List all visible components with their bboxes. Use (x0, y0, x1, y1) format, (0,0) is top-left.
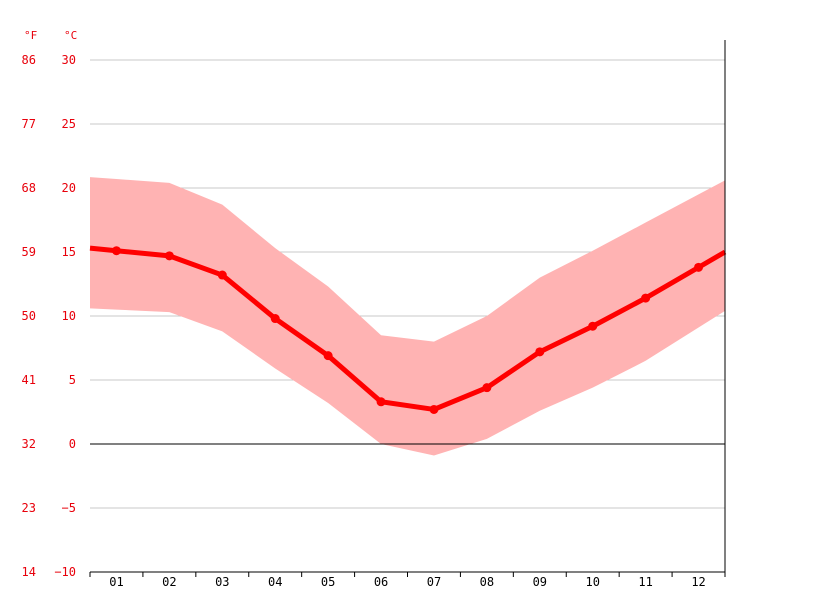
data-point (429, 404, 439, 414)
y-tick-label-celsius: −10 (54, 565, 76, 579)
y-ticks-fahrenheit: 86 77 68 59 50 41 32 23 14 (22, 53, 36, 579)
y-tick-label-celsius: 15 (62, 245, 76, 259)
y-tick-label-fahrenheit: 41 (22, 373, 36, 387)
y-tick-label-fahrenheit: 50 (22, 309, 36, 323)
data-point (164, 251, 174, 261)
x-tick-label: 07 (427, 575, 441, 589)
data-point (482, 383, 492, 393)
data-point (694, 262, 704, 272)
range-band (90, 177, 725, 456)
y-tick-label-celsius: 25 (62, 117, 76, 131)
y-tick-label-fahrenheit: 86 (22, 53, 36, 67)
y-tick-label-celsius: −5 (62, 501, 76, 515)
x-tick-label: 05 (321, 575, 335, 589)
x-tick-label: 09 (533, 575, 547, 589)
y-tick-label-fahrenheit: 59 (22, 245, 36, 259)
unit-label-fahrenheit: °F (24, 29, 37, 42)
data-point (641, 293, 651, 303)
data-point (588, 321, 598, 331)
y-tick-label-celsius: 30 (62, 53, 76, 67)
y-tick-label-celsius: 5 (69, 373, 76, 387)
y-tick-label-fahrenheit: 68 (22, 181, 36, 195)
data-point (270, 314, 280, 324)
data-point (376, 397, 386, 407)
x-ticks: 01 02 03 04 05 06 07 08 09 10 11 12 (89, 572, 726, 589)
x-tick-label: 08 (480, 575, 494, 589)
x-tick-label: 11 (638, 575, 652, 589)
unit-label-celsius: °C (64, 29, 77, 42)
x-tick-label: 04 (268, 575, 282, 589)
y-ticks-celsius: 30 25 20 15 10 5 0 −5 −10 (54, 53, 76, 579)
temperature-range-band (90, 177, 725, 456)
data-point (111, 246, 121, 256)
series-points (111, 246, 704, 414)
y-tick-label-fahrenheit: 14 (22, 565, 36, 579)
y-tick-label-fahrenheit: 32 (22, 437, 36, 451)
y-tick-label-fahrenheit: 23 (22, 501, 36, 515)
x-tick-label: 02 (162, 575, 176, 589)
y-tick-label-celsius: 20 (62, 181, 76, 195)
data-point (217, 270, 227, 280)
x-tick-label: 12 (691, 575, 705, 589)
y-tick-label-celsius: 10 (62, 309, 76, 323)
data-point (535, 347, 545, 357)
data-point (323, 351, 333, 361)
x-tick-label: 06 (374, 575, 388, 589)
y-tick-label-fahrenheit: 77 (22, 117, 36, 131)
x-tick-label: 10 (585, 575, 599, 589)
y-tick-label-celsius: 0 (69, 437, 76, 451)
mean-temperature-line (89, 245, 727, 412)
x-tick-label: 03 (215, 575, 229, 589)
series-line (89, 245, 727, 412)
x-tick-label: 01 (109, 575, 123, 589)
